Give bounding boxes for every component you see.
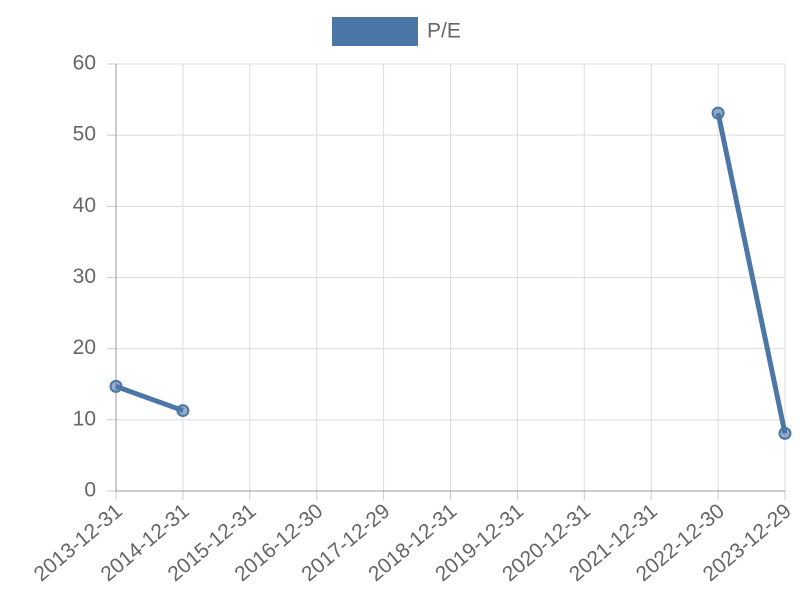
y-tick-label: 40 <box>73 194 96 217</box>
point <box>176 404 190 418</box>
point <box>109 379 123 393</box>
y-tick-label: 10 <box>73 407 96 430</box>
y-tick-label: 30 <box>73 265 96 288</box>
point <box>778 426 792 440</box>
line <box>115 112 788 434</box>
legend-label: P/E <box>427 20 461 43</box>
legend-swatch <box>332 17 418 46</box>
y-tick-label: 60 <box>73 52 96 75</box>
y-tick-label: 0 <box>84 479 96 502</box>
point <box>711 106 725 120</box>
y-tick-label: 20 <box>73 336 96 359</box>
y-tick-label: 50 <box>73 123 96 146</box>
